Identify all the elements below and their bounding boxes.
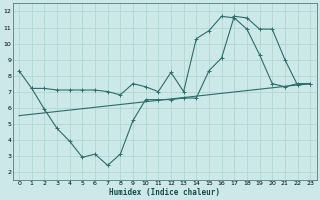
X-axis label: Humidex (Indice chaleur): Humidex (Indice chaleur) [109, 188, 220, 197]
